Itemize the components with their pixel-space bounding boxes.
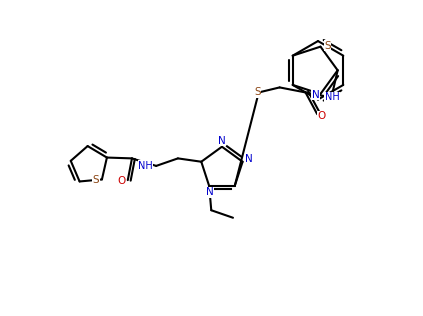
Text: N: N <box>245 154 253 164</box>
Text: S: S <box>254 88 261 97</box>
Text: NH: NH <box>325 93 340 102</box>
Text: O: O <box>117 176 125 186</box>
Text: NH: NH <box>138 161 153 171</box>
Text: N: N <box>218 136 225 146</box>
Text: S: S <box>92 175 99 185</box>
Text: N: N <box>312 90 319 100</box>
Text: N: N <box>206 187 214 197</box>
Text: O: O <box>317 111 326 121</box>
Text: S: S <box>324 41 331 51</box>
